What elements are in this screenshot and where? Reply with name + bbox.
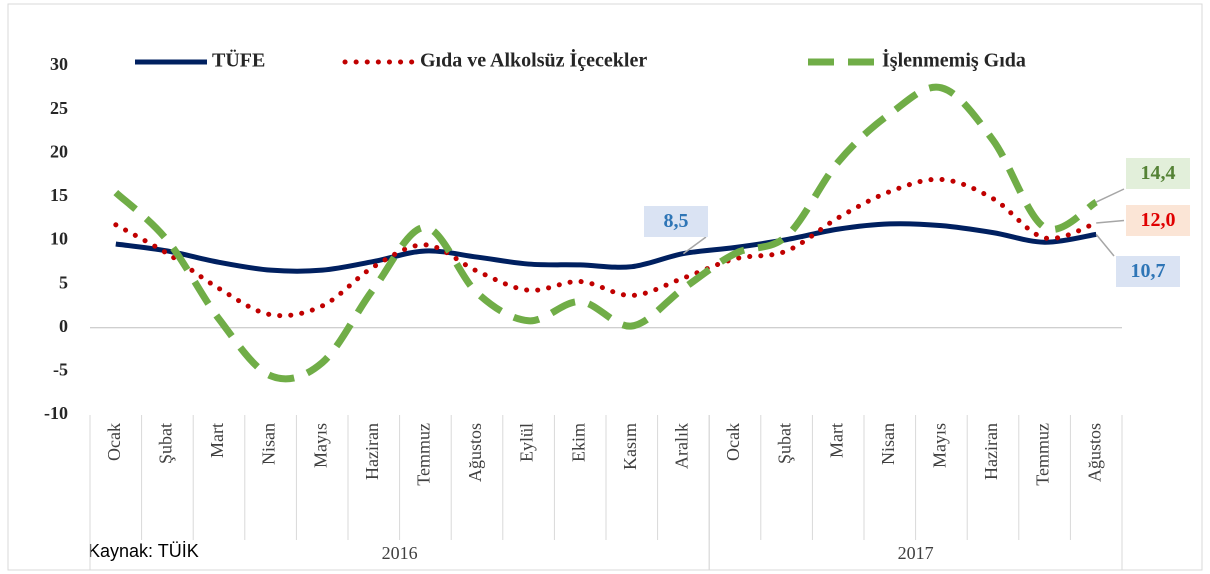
label-leader [1095,188,1125,203]
x-tick-label: Temmuz [1033,423,1053,486]
series-line [115,221,1097,274]
x-tick-label: Mayıs [930,423,950,468]
x-tick-label: Mart [826,423,846,458]
x-tick-label: Şubat [156,423,176,464]
x-tick-label: Haziran [981,423,1001,480]
series-line [113,176,1099,319]
label-leader [1095,233,1115,257]
y-tick-label: 20 [50,141,68,161]
group-label: 2017 [898,543,934,563]
value-label-box [1126,205,1190,236]
source: Kaynak: TÜİK [88,541,199,561]
value-label-box [644,206,708,237]
chart-frame [7,3,1203,571]
legend-label: TÜFE [212,49,265,72]
x-tick-label: Eylül [517,423,537,462]
y-tick-label: -5 [53,360,68,380]
y-tick-label: 30 [50,54,68,74]
x-tick-label: Ocak [104,423,124,461]
y-tick-label: 5 [59,272,68,292]
x-tick-label: Ağustos [1084,423,1104,482]
value-label: 8,5 [664,210,689,232]
x-tick-label: Temmuz [414,423,434,486]
legend-label: İşlenmemiş Gıda [882,48,1026,72]
y-tick-label: 25 [50,98,68,118]
value-label-box [1116,256,1180,287]
legend-label: Gıda ve Alkolsüz İçecekler [420,48,647,72]
x-tick-label: Ekim [568,423,588,462]
value-label: 10,7 [1131,260,1166,282]
y-tick-label: 10 [50,229,68,249]
y-tick-label: 15 [50,185,68,205]
group-label: 2016 [382,543,418,563]
x-tick-label: Nisan [259,423,279,465]
value-label-box [1126,158,1190,189]
x-tick-label: Aralık [672,423,692,469]
series-line [113,83,1099,383]
x-tick-label: Kasım [620,423,640,470]
y-tick-label: 0 [59,316,68,336]
x-tick-label: Şubat [775,423,795,464]
x-tick-label: Nisan [878,423,898,465]
value-label: 12,0 [1141,209,1176,231]
x-tick-label: Haziran [362,423,382,480]
label-leader [682,236,707,255]
value-label: 14,4 [1141,162,1176,184]
x-tick-label: Mayıs [310,423,330,468]
x-tick-label: Ağustos [465,423,485,482]
x-tick-label: Mart [207,423,227,458]
y-tick-label: -10 [44,403,68,423]
label-leader [1096,219,1125,224]
x-tick-label: Ocak [723,423,743,461]
